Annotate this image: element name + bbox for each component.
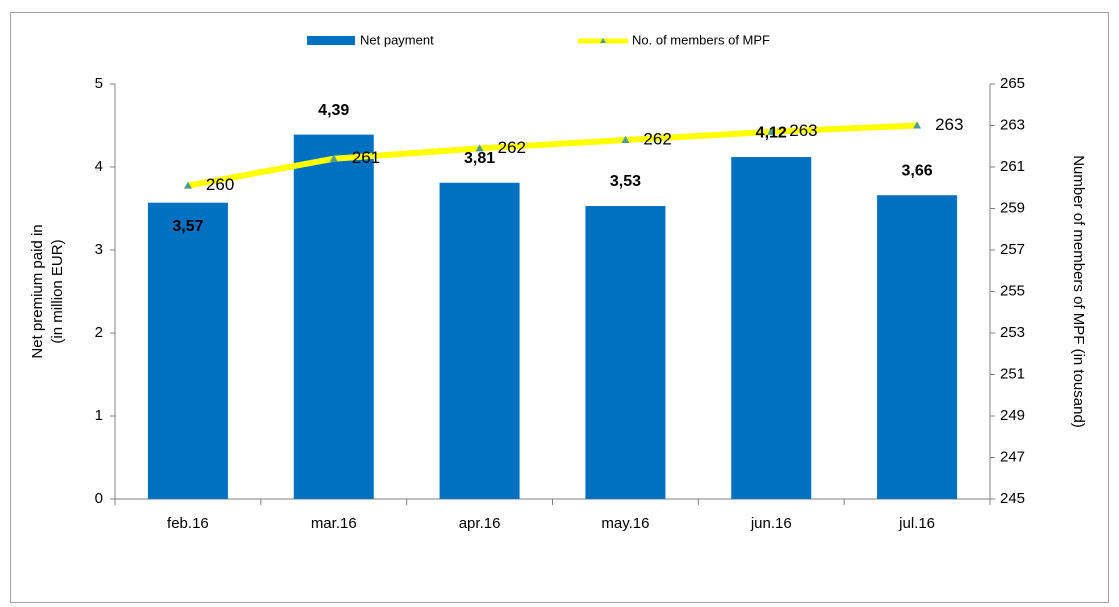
y2-tick-label: 247: [1000, 448, 1025, 465]
bar: [731, 157, 812, 500]
line-value-label: 261: [352, 148, 380, 167]
bar-value-label: 3,66: [902, 162, 933, 179]
legend-marker: [600, 38, 606, 43]
y-tick-label: 3: [95, 241, 103, 258]
line-value-label: 263: [935, 115, 963, 134]
y2-tick-label: 265: [1000, 75, 1025, 92]
line-value-label: 260: [206, 175, 234, 194]
bar-value-label: 4,39: [318, 102, 349, 119]
legend-label: Net payment: [360, 32, 434, 47]
y2-axis-title: Number of members of MPF (in tousand): [1070, 155, 1087, 428]
bar: [877, 195, 958, 499]
y2-tick-label: 251: [1000, 365, 1025, 382]
bar-value-label: 4,12: [756, 124, 787, 141]
bar: [585, 206, 666, 499]
y2-tick-label: 261: [1000, 158, 1025, 175]
x-tick-label: jul.16: [898, 515, 935, 532]
line-marker: [913, 121, 922, 129]
bar: [147, 202, 228, 499]
line-value-label: 262: [643, 130, 671, 149]
line-marker: [329, 154, 338, 162]
y-axis-title: Net premium paid in: [29, 224, 46, 358]
line-marker: [767, 127, 776, 135]
x-tick-label: feb.16: [167, 515, 209, 532]
bar: [439, 182, 520, 499]
legend-label: No. of members of MPF: [632, 32, 770, 47]
line-value-label: 263: [789, 121, 817, 140]
y2-tick-label: 245: [1000, 490, 1025, 507]
y2-tick-label: 263: [1000, 116, 1025, 133]
x-tick-label: mar.16: [311, 515, 357, 532]
line-marker: [475, 144, 484, 152]
legend-swatch: [307, 36, 355, 45]
y-tick-label: 1: [95, 407, 103, 424]
y-tick-label: 5: [95, 75, 103, 92]
y2-tick-label: 253: [1000, 324, 1025, 341]
y2-tick-label: 255: [1000, 282, 1025, 299]
bar-value-label: 3,53: [610, 173, 641, 190]
y2-tick-label: 249: [1000, 407, 1025, 424]
x-tick-label: jun.16: [750, 515, 792, 532]
line-marker: [621, 136, 630, 144]
x-tick-label: may.16: [601, 515, 649, 532]
y2-tick-label: 257: [1000, 241, 1025, 258]
y-tick-label: 0: [95, 490, 103, 507]
line-value-label: 262: [498, 138, 526, 157]
x-tick-label: apr.16: [459, 515, 501, 532]
line-marker: [183, 181, 192, 189]
y-tick-label: 2: [95, 324, 103, 341]
line: [187, 122, 918, 189]
y2-tick-label: 259: [1000, 199, 1025, 216]
bar: [293, 134, 374, 499]
y-axis-title: (in million EUR): [49, 239, 66, 343]
bar-value-label: 3,57: [172, 218, 203, 235]
bar-value-label: 3,81: [464, 150, 495, 167]
y-tick-label: 4: [95, 158, 103, 175]
